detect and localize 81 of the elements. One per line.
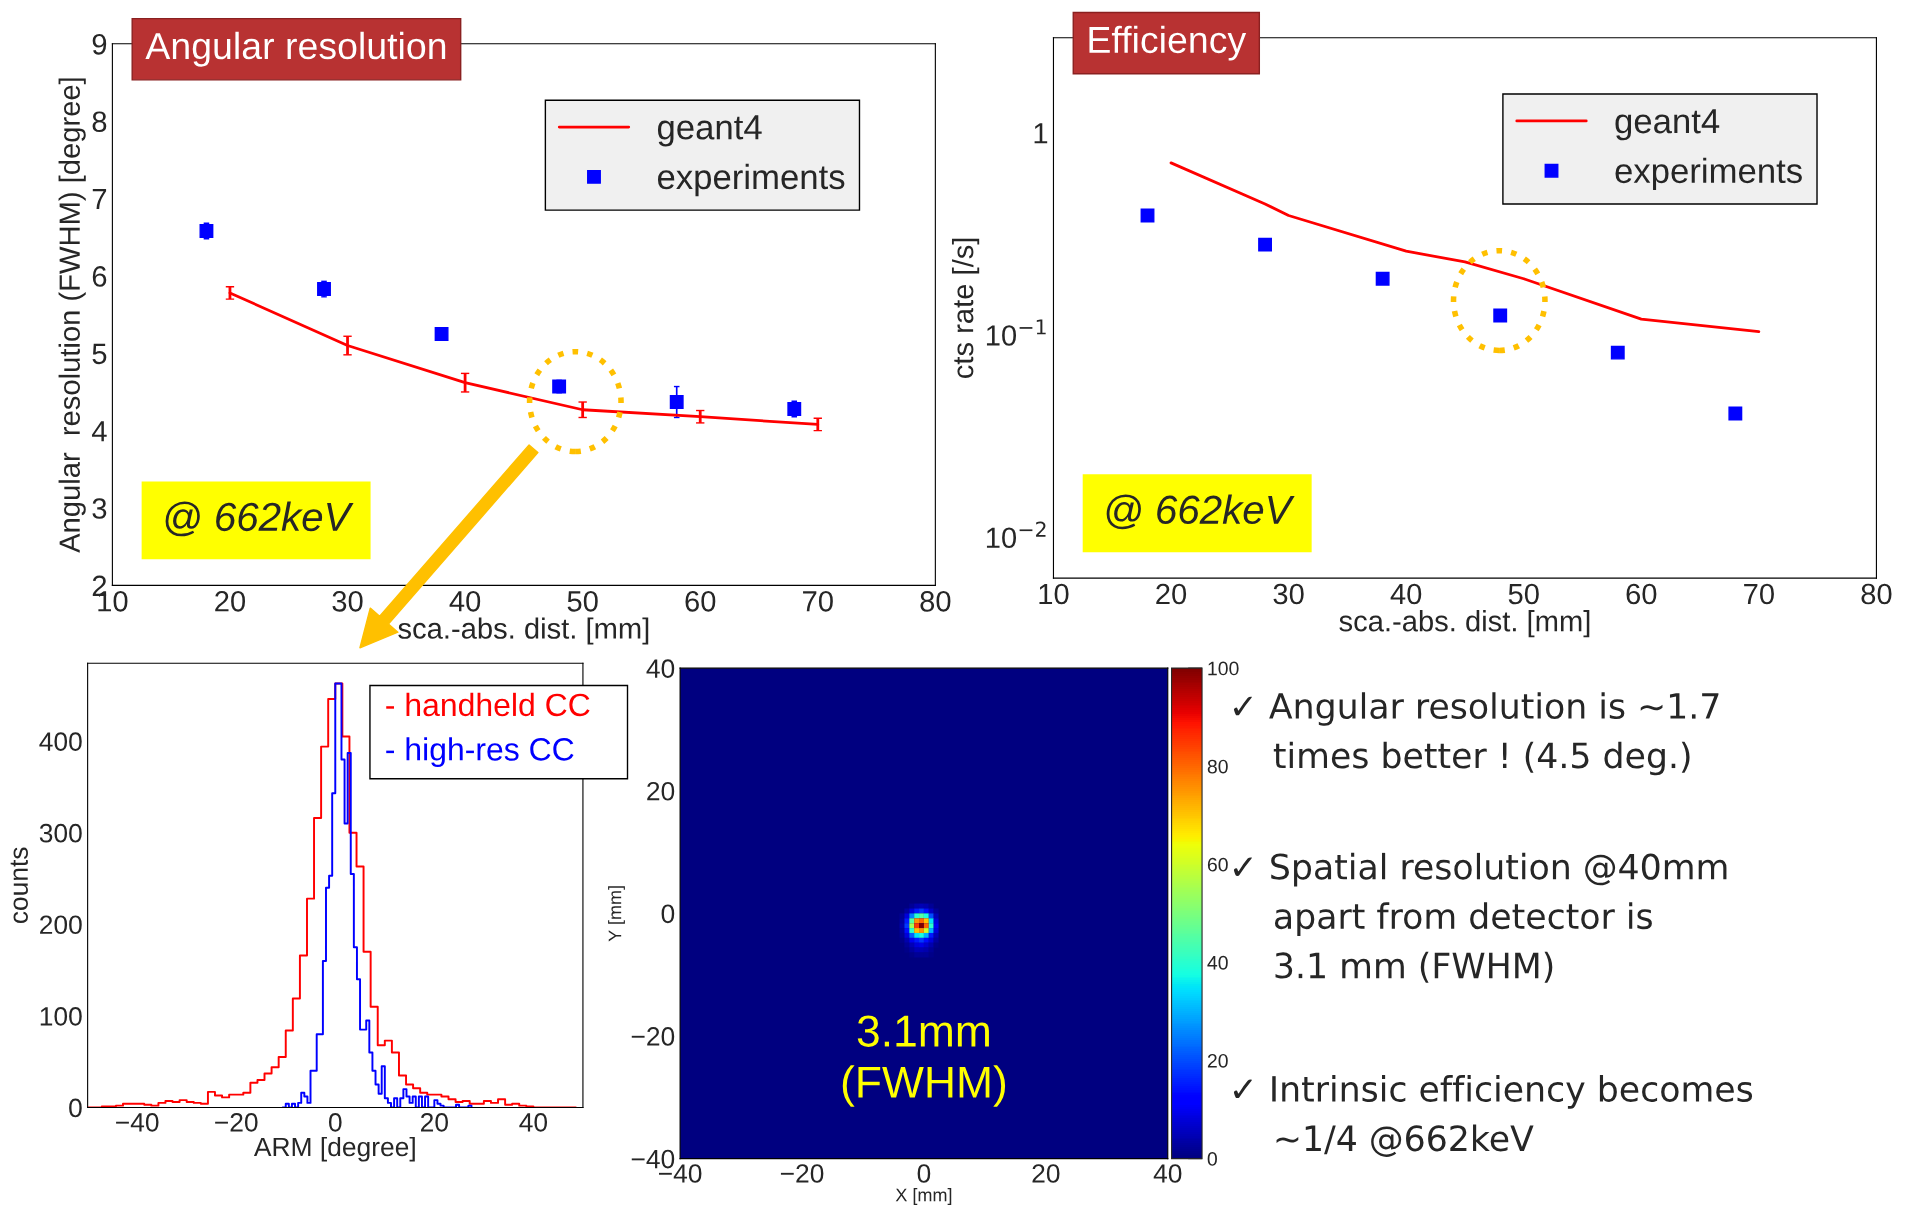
y-tick-label: −20: [631, 1027, 675, 1046]
annotation: @ 662keV: [1106, 494, 1295, 530]
y-tick-label: 7: [92, 189, 107, 210]
y-tick-label: 400: [39, 732, 82, 751]
y-axis-title: Y [mm]: [608, 886, 625, 942]
x-tick-label: 40: [1390, 583, 1422, 605]
y-tick-label: 3: [92, 498, 107, 519]
y-tick-label: 9: [92, 34, 107, 55]
legend-label: experiments: [657, 163, 845, 197]
point: [1375, 271, 1390, 286]
x-tick-label: 40: [519, 1113, 548, 1132]
color-bar-label: 0: [1207, 1152, 1217, 1166]
x-tick-label: 0: [917, 1164, 931, 1183]
y-tick-label: 300: [39, 823, 82, 843]
x-tick-label: 0: [328, 1113, 342, 1132]
color-bar-label: 40: [1207, 955, 1228, 970]
color-bar-label: 100: [1208, 661, 1239, 676]
point: [669, 395, 684, 409]
x-tick-label: 20: [1032, 1164, 1060, 1183]
y-tick-label: 100: [40, 1007, 82, 1026]
x-tick-label: 20: [1156, 583, 1187, 605]
y-tick-label: 0: [69, 1098, 82, 1118]
x-tick-label: 30: [1273, 583, 1304, 605]
legend-label: geant4: [657, 115, 762, 147]
x-axis-title: X [mm]: [895, 1188, 952, 1205]
series-label: - high-res CC: [386, 737, 574, 767]
legend-label: experiments: [1615, 157, 1802, 191]
point: [787, 402, 802, 416]
point: [434, 326, 449, 341]
y-tick-label: 4: [91, 421, 107, 442]
point: [1258, 237, 1273, 252]
x-axis-title: sca.-abs. dist. [mm]: [398, 617, 649, 645]
x-axis-title: sca.-abs. dist. [mm]: [1339, 610, 1590, 638]
point: [199, 224, 214, 238]
color-bar-label: 80: [1207, 759, 1228, 774]
series-label: - handheld CC: [386, 692, 590, 717]
y-tick-label: 10$^{−2}$: [986, 521, 1046, 549]
x-tick-label: −20: [215, 1113, 258, 1132]
y-tick-label: 20: [647, 781, 675, 801]
point: [1610, 345, 1625, 360]
x-tick-label: 10: [1039, 583, 1069, 605]
x-tick-label: 20: [215, 591, 246, 612]
text: ✓ Angular resolution is ~1.7 times better ! (4.5 deg.): [1233, 692, 1719, 776]
y-axis-title: cts rate [/s]: [951, 238, 980, 378]
annotation: @ 662keV: [165, 501, 354, 537]
y-tick-label: 5: [92, 343, 107, 365]
point: [1493, 308, 1508, 323]
y-axis-title: counts: [10, 847, 28, 924]
y-tick-label: 1: [1034, 123, 1048, 144]
line-series: [228, 291, 820, 426]
x-tick-label: −40: [116, 1113, 159, 1132]
text: ✓ Spatial resolution @40mm apart from detector is 3.1 mm (FWHM): [1233, 852, 1727, 983]
color-bar-label: 60: [1207, 857, 1228, 872]
chart-title: Angular resolution: [145, 31, 446, 67]
chart-title: Efficiency: [1089, 25, 1247, 61]
y-tick-label: 10$^{−1}$: [986, 319, 1046, 346]
x-tick-label: 70: [1744, 583, 1774, 605]
x-tick-label: 50: [567, 591, 598, 612]
x-axis-title: ARM [degree]: [253, 1136, 415, 1162]
annotation: 3.1mm (FWHM): [842, 1015, 1006, 1107]
color-bar-label: 20: [1207, 1053, 1228, 1068]
legend-label: geant4: [1615, 109, 1720, 141]
y-tick-label: 8: [92, 111, 107, 133]
x-tick-label: 20: [420, 1113, 448, 1132]
x-tick-label: 50: [1508, 583, 1539, 605]
y-tick-label: 40: [646, 659, 675, 678]
x-tick-label: 40: [449, 591, 481, 612]
x-tick-label: 40: [1153, 1164, 1182, 1183]
x-tick-label: 70: [803, 591, 833, 612]
x-tick-label: 80: [1861, 583, 1892, 605]
text: ✓ Intrinsic efficiency becomes ~1/4 @662keV: [1233, 1075, 1753, 1157]
x-tick-label: 60: [685, 591, 716, 612]
x-tick-label: 30: [332, 591, 363, 612]
point: [1728, 406, 1743, 421]
y-axis-title: Angular resolution (FWHM) [degree]: [58, 78, 86, 553]
y-tick-label: 0: [661, 904, 675, 924]
x-tick-label: 80: [920, 591, 951, 612]
y-tick-label: 200: [40, 915, 82, 935]
x-tick-label: −20: [780, 1164, 824, 1183]
x-tick-label: 60: [1626, 583, 1657, 605]
y-tick-label: 6: [92, 266, 107, 287]
